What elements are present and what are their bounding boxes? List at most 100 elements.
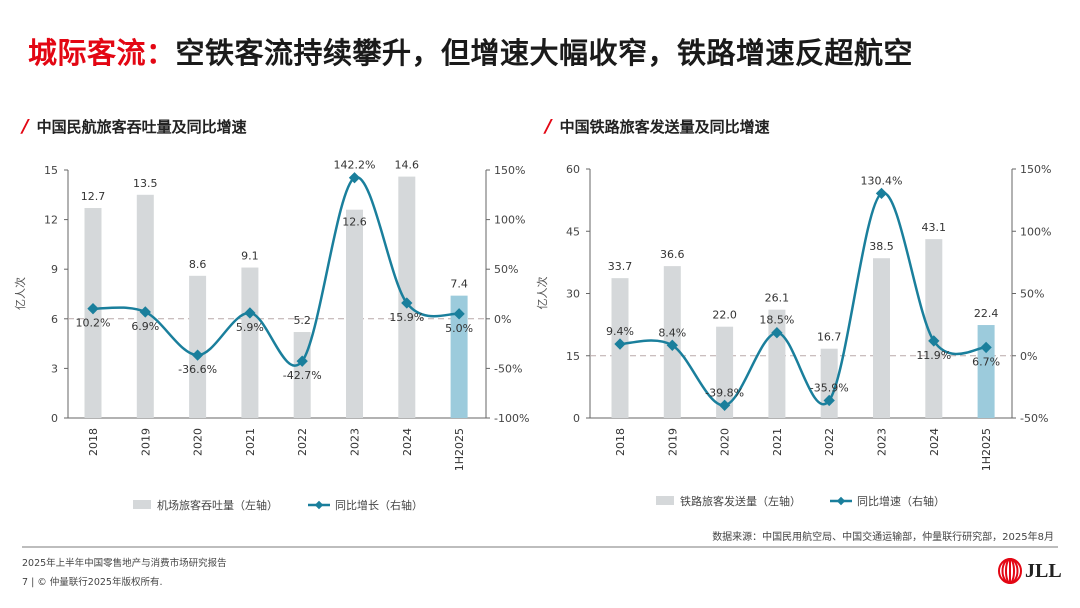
x-tick-label: 2018 — [614, 428, 627, 456]
x-tick-label: 2019 — [666, 428, 679, 456]
x-tick-label: 2024 — [401, 428, 414, 456]
line-label: 130.4% — [861, 174, 903, 187]
left-tick-label: 12 — [44, 214, 58, 227]
left-tick-label: 60 — [566, 163, 580, 176]
line-label: 9.4% — [606, 325, 634, 338]
bar-label: 26.1 — [765, 292, 790, 305]
line-marker — [139, 306, 151, 318]
bar-label: 5.2 — [293, 314, 311, 327]
left-tick-label: 45 — [566, 225, 580, 238]
line-label: 5.0% — [445, 322, 473, 335]
right-tick-label: 50% — [494, 263, 518, 276]
legend-bar-label: 铁路旅客发送量（左轴） — [680, 494, 801, 508]
line-label: 15.9% — [389, 311, 424, 324]
line-marker — [718, 399, 731, 411]
right-tick-label: -50% — [494, 362, 522, 375]
line-label: 8.4% — [658, 326, 686, 339]
footer-copyright: 7 | © 仲量联行2025年版权所有. — [22, 577, 163, 588]
x-tick-label: 2018 — [87, 428, 100, 456]
line-marker — [875, 187, 888, 200]
x-tick-label: 2020 — [719, 428, 732, 456]
right-tick-label: 150% — [1020, 163, 1051, 176]
right-tick-label: 100% — [494, 214, 525, 227]
y-axis-label: 亿人次 — [535, 277, 549, 310]
line-label: 6.7% — [972, 355, 1000, 368]
x-tick-label: 2021 — [244, 428, 257, 456]
left-tick-label: 9 — [51, 263, 58, 276]
line-marker — [771, 327, 783, 339]
bar — [873, 258, 890, 418]
bar — [346, 209, 363, 418]
bar-label: 36.6 — [660, 248, 685, 261]
line-label: -35.9% — [810, 381, 849, 394]
footer-report-name: 2025年上半年中国零售地产与消费市场研究报告 — [22, 558, 227, 569]
legend-bar-label: 机场旅客吞吐量（左轴） — [157, 498, 278, 512]
line-label: 11.9% — [916, 349, 951, 362]
line-marker — [401, 297, 413, 309]
x-tick-label: 2020 — [192, 428, 205, 456]
x-tick-label: 2024 — [928, 428, 941, 456]
x-tick-label: 1H2025 — [980, 428, 993, 471]
line-marker — [980, 341, 992, 354]
left-tick-label: 30 — [566, 288, 580, 301]
bar — [241, 267, 259, 418]
bar-label: 14.6 — [395, 159, 420, 172]
right-tick-label: 0% — [494, 313, 511, 326]
jll-logo: JLL — [998, 558, 1062, 584]
left-tick-label: 0 — [573, 412, 580, 425]
bar — [189, 275, 207, 418]
x-tick-label: 2023 — [876, 428, 889, 456]
line-marker — [244, 307, 256, 319]
x-tick-label: 2023 — [349, 428, 362, 456]
line-marker — [928, 335, 940, 347]
legend-line-label: 同比增长（右轴） — [335, 498, 423, 512]
bar-label: 12.6 — [342, 216, 367, 229]
line-marker — [614, 338, 626, 350]
y-axis-label: 亿人次 — [13, 277, 27, 310]
line-label: 6.9% — [131, 320, 159, 333]
divider — [22, 546, 1058, 548]
bar-label: 22.0 — [712, 309, 737, 322]
left-tick-label: 3 — [51, 362, 58, 375]
line-label: 142.2% — [334, 159, 376, 172]
line-label: 5.9% — [236, 321, 264, 334]
left-tick-label: 15 — [44, 164, 58, 177]
page-title: 城际客流：空铁客流持续攀升，但增速大幅收窄，铁路增速反超航空 — [28, 36, 914, 70]
bar — [450, 295, 468, 418]
line-marker — [453, 308, 465, 320]
jll-logo-icon — [998, 558, 1022, 584]
legend-bar-swatch — [656, 496, 674, 505]
right-tick-label: 150% — [494, 164, 525, 177]
x-tick-label: 1H2025 — [453, 428, 466, 471]
legend-line-label: 同比增速（右轴） — [857, 494, 945, 508]
bar-label: 43.1 — [922, 221, 947, 234]
bar — [925, 239, 943, 418]
line-marker — [348, 172, 361, 184]
line-marker — [296, 355, 308, 367]
line-label: -39.8% — [705, 386, 744, 399]
legend-bar-swatch — [133, 500, 151, 509]
chart-title-railway: / 中国铁路旅客发送量及同比增速 — [545, 116, 770, 137]
right-tick-label: 100% — [1020, 225, 1051, 238]
line-label: 18.5% — [759, 314, 794, 327]
legend-line-marker — [314, 500, 324, 510]
x-tick-label: 2022 — [823, 428, 836, 456]
legend-line-marker — [836, 496, 846, 506]
left-tick-label: 0 — [51, 412, 58, 425]
line-label: -36.6% — [178, 363, 217, 376]
growth-line — [619, 192, 987, 407]
x-tick-label: 2021 — [771, 428, 784, 456]
bar — [398, 176, 416, 418]
chart-title-aviation: / 中国民航旅客吞吐量及同比增速 — [22, 116, 247, 137]
bar-label: 12.7 — [81, 190, 106, 203]
bar — [716, 326, 734, 418]
bar-label: 13.5 — [133, 177, 158, 190]
bar-label: 9.1 — [241, 250, 259, 263]
line-marker — [823, 394, 835, 407]
bar-label: 22.4 — [974, 307, 999, 320]
x-tick-label: 2022 — [296, 428, 309, 456]
bar-label: 38.5 — [869, 240, 894, 253]
line-label: 10.2% — [76, 317, 111, 330]
line-marker — [191, 349, 204, 361]
